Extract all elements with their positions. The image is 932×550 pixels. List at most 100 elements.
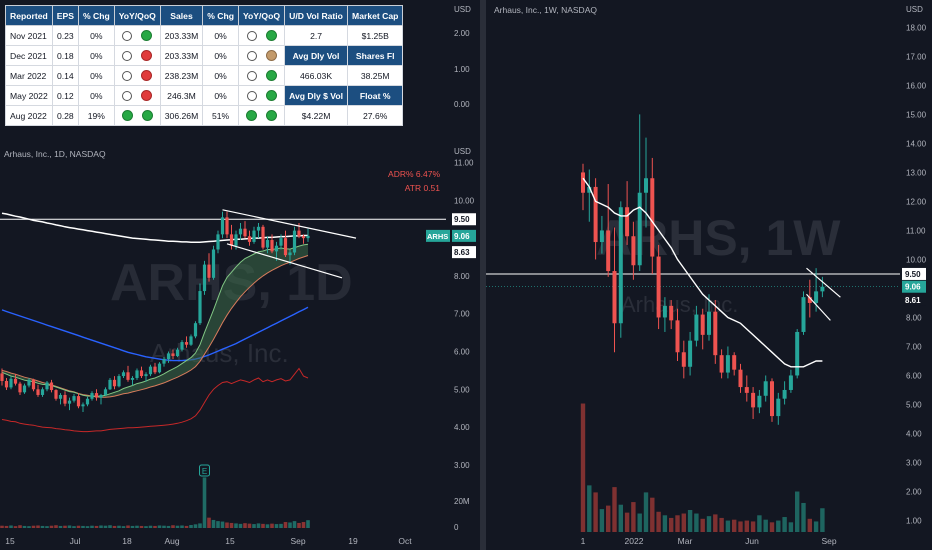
candle-body	[292, 230, 297, 253]
volume-bar	[112, 525, 117, 528]
volume-bar	[301, 522, 306, 528]
candle-body	[631, 236, 636, 266]
candle-body	[99, 394, 103, 398]
candle-body	[220, 217, 225, 235]
stat-cell: 27.6%	[347, 105, 404, 126]
candle-body	[153, 366, 157, 373]
growth-dots-cell	[237, 25, 286, 46]
price-axis-tick-label: 3.00	[454, 461, 470, 470]
growth-empty-dot-icon	[122, 90, 133, 101]
weekly-chart[interactable]: ARHS, 1W Arhaus, Inc. Arhaus, Inc., 1W, NA…	[486, 0, 932, 550]
volume-bar	[606, 505, 611, 532]
candle-body	[725, 355, 730, 373]
support-price-label-bg	[452, 246, 476, 259]
growth-empty-dot-icon	[246, 30, 257, 41]
fundamentals-body: Nov 2021 0.23 0% 203.33M 0% 2.7 $1.25B Dec 2021…	[5, 25, 404, 126]
candle-body	[36, 389, 40, 395]
candle-body	[288, 252, 292, 256]
volume-bar	[148, 525, 153, 528]
price-axis-tick-label: 4.00	[906, 429, 922, 438]
candle-body	[744, 387, 749, 393]
growth-empty-dot-icon	[122, 70, 133, 81]
volume-bar	[637, 513, 642, 532]
last-price-label-bg	[452, 229, 476, 242]
time-axis-tick-label: 15	[5, 536, 15, 546]
candle-body	[757, 395, 762, 408]
growth-dots-cell	[113, 105, 161, 126]
growth-red-dot-icon	[141, 50, 153, 62]
volume-bar	[130, 525, 135, 528]
stat-cell: Avg Dly $ Vol	[284, 85, 349, 106]
candle-body	[225, 217, 229, 235]
candle-body	[795, 331, 800, 376]
time-axis-tick-label: 15	[225, 536, 235, 546]
volume-bar	[0, 525, 4, 528]
candle-body	[814, 291, 819, 303]
candle-body	[4, 380, 9, 388]
growth-tan-dot-icon	[265, 50, 277, 62]
candle-body	[820, 286, 825, 292]
candle-body	[238, 228, 243, 235]
price-axis-tick-label: 13.00	[906, 168, 927, 177]
candle-body	[243, 228, 247, 237]
fundamentals-header-cell: Market Cap	[347, 5, 404, 26]
candle-body	[270, 240, 274, 252]
growth-green-dot-icon	[121, 110, 133, 122]
fundamentals-row: May 2022 0.12 0% 246.3M 0% Avg Dly $ Vol Float…	[5, 85, 404, 106]
volume-bar	[162, 525, 166, 528]
volume-bar	[94, 525, 99, 528]
volume-bar	[76, 525, 81, 528]
price-axis-tick-label: 10.00	[906, 255, 927, 264]
volume-bar	[40, 525, 45, 528]
volume-bar	[813, 521, 819, 532]
volume-bar	[643, 492, 649, 532]
candle-body	[776, 398, 781, 417]
candle-body	[0, 373, 4, 381]
reported-date-cell: Mar 2022	[5, 65, 53, 86]
volume-bar	[198, 523, 202, 528]
price-axis-tick-label: 12.00	[906, 197, 927, 206]
stat-cell: Float %	[347, 85, 404, 106]
volume-bar	[13, 526, 18, 528]
volume-bar	[270, 523, 274, 528]
candle-body	[707, 311, 711, 335]
growth-green-dot-icon	[265, 90, 277, 102]
time-axis-tick-label: Oct	[398, 536, 412, 546]
candle-body	[283, 238, 288, 256]
volume-bar	[180, 525, 184, 528]
volume-bar	[700, 518, 705, 532]
volume-bar	[725, 520, 731, 532]
daily-chart-pane[interactable]: ARHS, 1D Arhaus, Inc. USD 2.00 1.00 0.00 USD 11…	[0, 0, 480, 550]
volume-bar	[54, 525, 58, 528]
candle-body	[669, 305, 674, 321]
reported-date-cell: Nov 2021	[5, 25, 53, 46]
candle-body	[700, 314, 705, 335]
watermark-company: Arhaus, Inc.	[150, 338, 289, 368]
volume-bar	[18, 525, 22, 528]
volume-bar	[85, 526, 90, 528]
volume-bar	[656, 511, 661, 532]
candle-body	[261, 226, 265, 248]
candle-body	[166, 353, 171, 360]
candle-body	[782, 389, 787, 399]
weekly-chart-pane[interactable]: ARHS, 1W Arhaus, Inc. Arhaus, Inc., 1W, NA…	[486, 0, 932, 550]
candle-body	[180, 342, 184, 350]
last-price-label: 9.06	[905, 283, 921, 292]
volume-bar	[776, 520, 781, 532]
volume-bar	[618, 504, 623, 532]
stat-cell: $4.22M	[284, 105, 349, 126]
volume-bar	[49, 525, 54, 528]
reported-date-cell: May 2022	[5, 85, 53, 106]
price-axis-tick-label: 15.00	[906, 110, 927, 119]
price-axis-tick-label: 8.00	[454, 272, 470, 281]
sales-cell: 203.33M	[159, 25, 204, 46]
volume-bar	[261, 523, 265, 528]
price-axis-tick-label: 10.00	[454, 196, 475, 205]
pane-divider[interactable]	[480, 0, 486, 550]
fundamentals-header-cell: YoY/QoQ	[113, 5, 161, 26]
fundamentals-table: Reported EPS% Chg YoY/QoQ Sales% Chg YoY/QoQ…	[5, 5, 404, 126]
fundamentals-header-cell: YoY/QoQ	[237, 5, 286, 26]
candle-body	[738, 369, 743, 388]
volume-bar	[681, 513, 686, 532]
